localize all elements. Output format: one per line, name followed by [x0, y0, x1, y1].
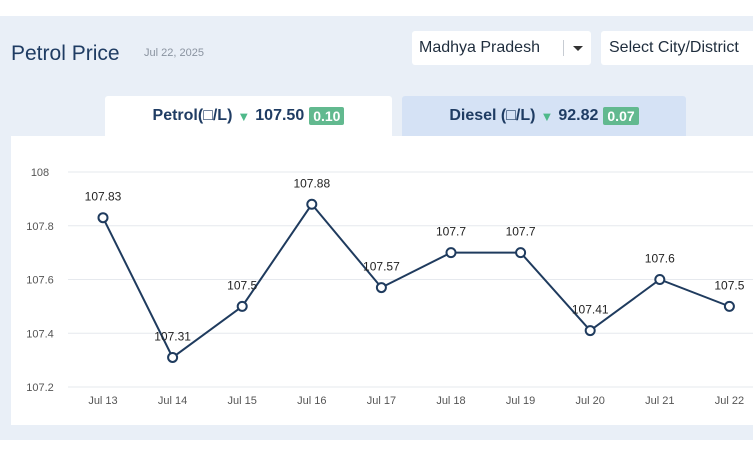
x-tick-label: Jul 17	[367, 395, 396, 407]
series-line	[102, 202, 730, 359]
data-point	[584, 325, 596, 337]
x-tick-label: Jul 21	[645, 395, 674, 407]
chevron-down-icon[interactable]	[573, 46, 583, 51]
chart-area: 108 107.8 107.6 107.4 107.2 Jul 13 Jul 14 Jul 1…	[11, 136, 753, 425]
city-select-value: Select City/District	[609, 39, 739, 56]
diesel-price: 92.82	[558, 107, 599, 124]
data-label: 107.88	[293, 176, 330, 190]
page-title: Petrol Price	[11, 42, 120, 65]
data-label: 107.7	[436, 225, 466, 239]
petrol-price: 107.50	[255, 107, 305, 124]
data-label: 107.41	[572, 303, 609, 317]
y-tick-label: 107.2	[26, 382, 54, 394]
data-label: 107.6	[645, 252, 675, 266]
x-tick-label: Jul 19	[506, 395, 535, 407]
x-tick-label: Jul 20	[576, 395, 605, 407]
tab-diesel[interactable]: Diesel (□/L) ▼ 92.82 0.07	[402, 96, 686, 136]
data-point	[515, 247, 527, 259]
y-tick-label: 107.4	[26, 328, 54, 340]
select-separator	[563, 40, 564, 56]
x-tick-label: Jul 18	[436, 395, 465, 407]
state-select[interactable]: Madhya Pradesh	[412, 31, 591, 65]
y-tick-label: 107.8	[26, 221, 54, 233]
data-point	[654, 274, 666, 285]
x-tick-label: Jul 16	[297, 395, 326, 407]
diesel-tab-label: Diesel (□/L)	[449, 107, 536, 124]
data-label: 107.7	[506, 225, 536, 239]
data-label: 107.5	[714, 278, 744, 292]
data-point	[97, 212, 109, 224]
x-tick-label: Jul 14	[158, 395, 187, 407]
data-label: 107.31	[154, 329, 191, 343]
price-line-chart: 108 107.8 107.6 107.4 107.2 Jul 13 Jul 14 Jul 1…	[26, 167, 753, 407]
date-label: Jul 22, 2025	[144, 47, 204, 59]
down-arrow-icon: ▼	[540, 108, 554, 124]
data-point	[723, 300, 735, 312]
data-point	[306, 198, 318, 210]
data-point	[445, 247, 457, 259]
y-tick-label: 108	[31, 167, 49, 179]
data-label: 107.57	[363, 260, 400, 274]
tab-petrol[interactable]: Petrol(□/L) ▼ 107.50 0.10	[105, 96, 392, 136]
petrol-tab-label: Petrol(□/L)	[152, 107, 233, 124]
petrol-change-badge: 0.10	[309, 107, 345, 125]
down-arrow-icon: ▼	[237, 108, 251, 124]
y-tick-label: 107.6	[26, 275, 54, 287]
data-point	[236, 300, 248, 312]
x-tick-label: Jul 13	[88, 395, 117, 407]
data-point	[167, 351, 179, 363]
state-select-value: Madhya Pradesh	[419, 39, 540, 56]
x-tick-label: Jul 22	[715, 395, 744, 407]
data-label: 107.83	[85, 190, 122, 204]
x-tick-label: Jul 15	[228, 395, 257, 407]
data-label: 107.5	[227, 278, 257, 292]
data-point	[375, 282, 387, 294]
city-select[interactable]: Select City/District	[601, 31, 753, 65]
diesel-change-badge: 0.07	[603, 107, 639, 125]
